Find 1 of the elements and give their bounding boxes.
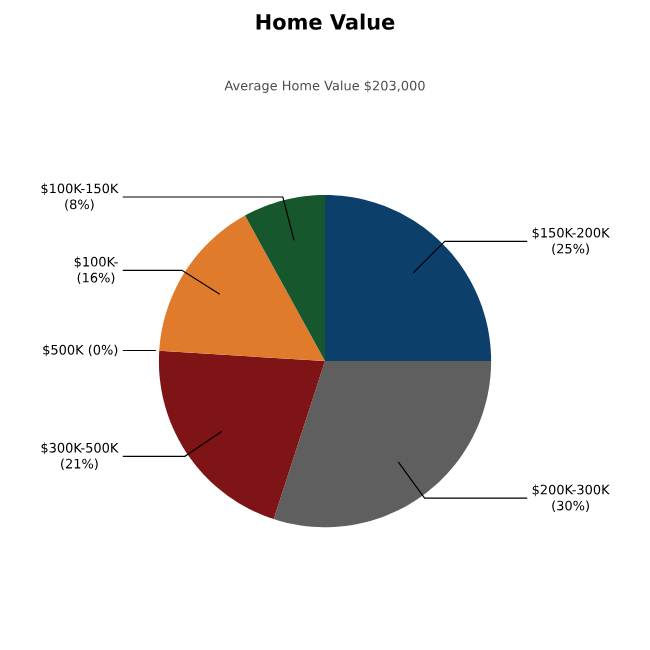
chart-title: Home Value xyxy=(256,13,395,30)
